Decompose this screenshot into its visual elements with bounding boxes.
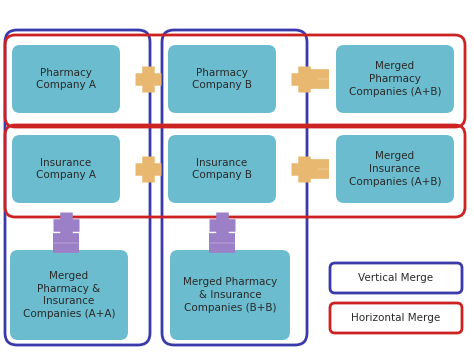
Text: Merged Pharmacy
& Insurance
Companies (B+B): Merged Pharmacy & Insurance Companies (B… bbox=[183, 277, 277, 313]
FancyBboxPatch shape bbox=[168, 45, 276, 113]
Text: Merged
Insurance
Companies (A+B): Merged Insurance Companies (A+B) bbox=[349, 151, 441, 187]
Text: Horizontal Merge: Horizontal Merge bbox=[351, 313, 441, 323]
FancyBboxPatch shape bbox=[12, 45, 120, 113]
FancyBboxPatch shape bbox=[12, 135, 120, 203]
FancyBboxPatch shape bbox=[336, 135, 454, 203]
Text: Vertical Merge: Vertical Merge bbox=[358, 273, 434, 283]
Text: Pharmacy
Company B: Pharmacy Company B bbox=[192, 67, 252, 91]
Text: Merged
Pharmacy &
Insurance
Companies (A+A): Merged Pharmacy & Insurance Companies (A… bbox=[23, 271, 115, 319]
FancyBboxPatch shape bbox=[168, 135, 276, 203]
FancyBboxPatch shape bbox=[330, 303, 462, 333]
FancyBboxPatch shape bbox=[330, 263, 462, 293]
Text: Pharmacy
Company A: Pharmacy Company A bbox=[36, 67, 96, 91]
Text: Insurance
Company B: Insurance Company B bbox=[192, 158, 252, 180]
Text: Insurance
Company A: Insurance Company A bbox=[36, 158, 96, 180]
FancyBboxPatch shape bbox=[170, 250, 290, 340]
Text: Merged
Pharmacy
Companies (A+B): Merged Pharmacy Companies (A+B) bbox=[349, 61, 441, 97]
FancyBboxPatch shape bbox=[336, 45, 454, 113]
FancyBboxPatch shape bbox=[10, 250, 128, 340]
